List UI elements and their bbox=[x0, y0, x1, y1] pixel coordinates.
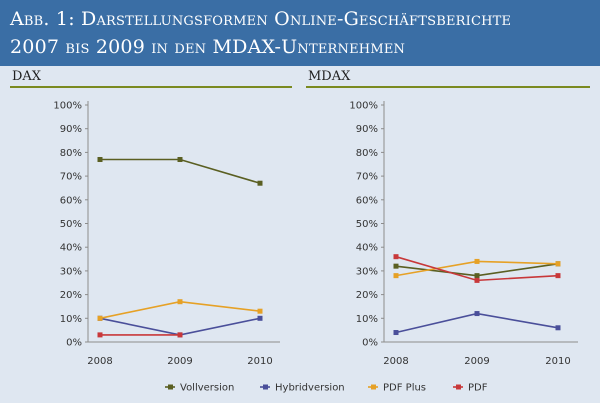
mdax-xtick-label: 2009 bbox=[464, 356, 489, 367]
dax-xtick-label: 2008 bbox=[87, 356, 112, 367]
legend-hybridversion-label: Hybridversion bbox=[275, 383, 345, 394]
legend-pdf-plus-label: PDF Plus bbox=[383, 383, 426, 394]
mdax-series-hybridversion-point bbox=[555, 325, 561, 331]
mdax-xtick-label: 2010 bbox=[545, 356, 570, 367]
mdax-xtick-label: 2008 bbox=[383, 356, 408, 367]
mdax-ytick-label: 60% bbox=[356, 195, 378, 206]
mdax-series-pdf-plus-point bbox=[393, 273, 399, 279]
dax-ytick-label: 70% bbox=[60, 172, 82, 183]
mdax-series-hybridversion-line bbox=[395, 312, 559, 334]
mdax-ytick-label: 10% bbox=[356, 314, 378, 325]
dax-ytick-label: 20% bbox=[60, 290, 82, 301]
legend-pdf-marker bbox=[456, 384, 461, 390]
dax-ytick-label: 100% bbox=[53, 101, 82, 112]
mdax-series-vollversion-point bbox=[474, 273, 480, 279]
mdax-series-vollversion-point bbox=[393, 263, 399, 269]
mdax-ytick-label: 100% bbox=[349, 101, 378, 112]
dax-series-hybridversion-point bbox=[257, 315, 263, 321]
mdax-series-pdf-point bbox=[474, 277, 480, 283]
legend-pdf-label: PDF bbox=[468, 383, 488, 394]
title-band: Abb. 1: Darstellungsformen Online-Geschä… bbox=[0, 0, 600, 66]
dax-series-pdf-plus-point bbox=[257, 308, 263, 314]
mdax-series-pdf-plus-point bbox=[474, 258, 480, 264]
mdax-ytick-label: 30% bbox=[356, 266, 378, 277]
mdax-panel-title: MDAX bbox=[308, 69, 351, 84]
mdax-series-pdf-plus-point bbox=[555, 261, 561, 267]
dax-xtick-label: 2009 bbox=[167, 356, 192, 367]
dax-panel-rule bbox=[10, 86, 292, 88]
legend-hybridversion-marker bbox=[263, 384, 268, 390]
dax-ytick-label: 0% bbox=[66, 338, 82, 349]
mdax-series-hybridversion-point bbox=[393, 330, 399, 336]
legend-vollversion-marker bbox=[168, 384, 173, 390]
dax-ytick-label: 80% bbox=[60, 148, 82, 159]
dax-ytick-label: 60% bbox=[60, 195, 82, 206]
dax-series-vollversion-point bbox=[97, 157, 103, 163]
dax-ytick-label: 50% bbox=[60, 219, 82, 230]
dax-series-vollversion-point bbox=[177, 157, 183, 163]
dax-series-vollversion-line bbox=[100, 158, 261, 184]
dax-ytick-label: 40% bbox=[60, 243, 82, 254]
mdax-panel-rule bbox=[306, 86, 590, 88]
legend-pdf-plus-marker bbox=[371, 384, 376, 390]
mdax-series-pdf-point bbox=[393, 254, 399, 260]
dax-series-vollversion-point bbox=[257, 180, 263, 186]
dax-ytick-label: 90% bbox=[60, 124, 82, 135]
mdax-ytick-label: 40% bbox=[356, 243, 378, 254]
dax-ytick-label: 10% bbox=[60, 314, 82, 325]
dax-ytick-label: 30% bbox=[60, 266, 82, 277]
figure-title-line-1: Abb. 1: Darstellungsformen Online-Geschä… bbox=[10, 8, 512, 30]
dax-series-pdf-point bbox=[97, 332, 103, 338]
mdax-ytick-label: 80% bbox=[356, 148, 378, 159]
mdax-ytick-label: 90% bbox=[356, 124, 378, 135]
dax-xtick-label: 2010 bbox=[247, 356, 272, 367]
mdax-ytick-label: 50% bbox=[356, 219, 378, 230]
legend-vollversion-label: Vollversion bbox=[180, 383, 234, 394]
dax-series-pdf-plus-point bbox=[97, 315, 103, 321]
dax-series-pdf-plus-point bbox=[177, 299, 183, 305]
dax-panel-title: DAX bbox=[12, 69, 42, 84]
mdax-ytick-label: 0% bbox=[362, 338, 378, 349]
mdax-ytick-label: 70% bbox=[356, 172, 378, 183]
mdax-series-hybridversion-point bbox=[474, 311, 480, 317]
figure-title-line-2: 2007 bis 2009 in den MDAX-Unternehmen bbox=[10, 36, 406, 58]
mdax-series-pdf-point bbox=[555, 273, 561, 279]
mdax-ytick-label: 20% bbox=[356, 290, 378, 301]
dax-series-pdf-point bbox=[177, 332, 183, 338]
